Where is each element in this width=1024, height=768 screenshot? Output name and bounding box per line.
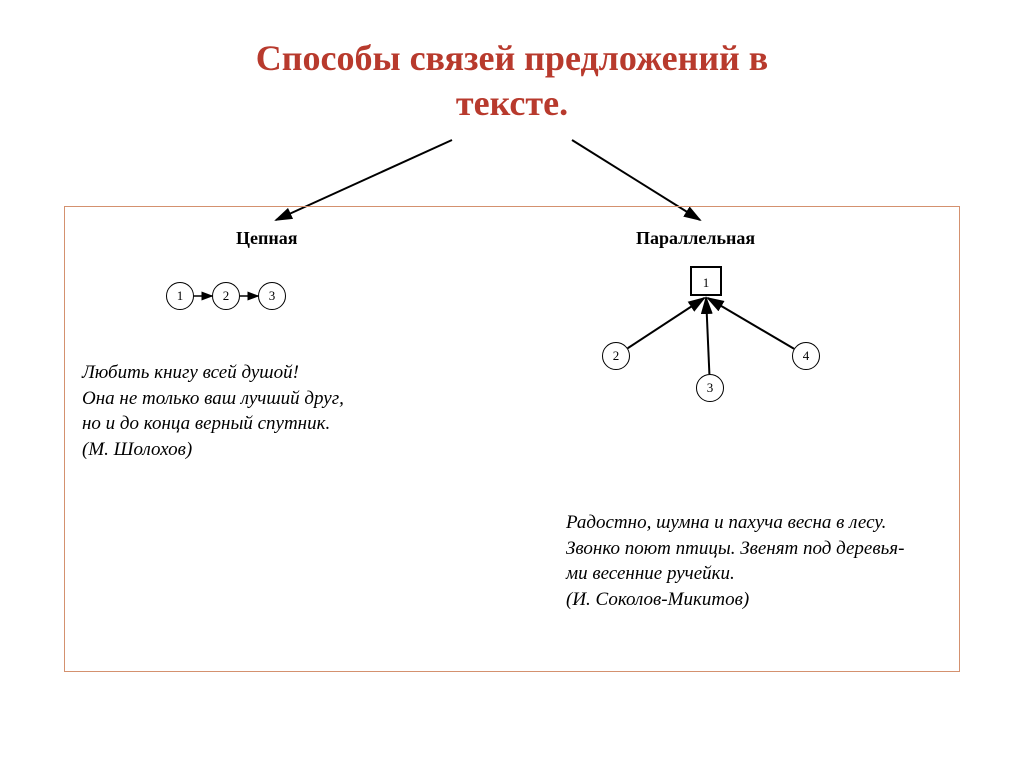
parallel-arrow [708,298,794,349]
right-example-text: Радостно, шумна и пахуча весна в лесу. З… [566,510,976,613]
parallel-diagram: 1234 [0,0,1024,768]
parallel-arrow [706,298,709,374]
page: Способы связей предложений в тексте. Цеп… [0,0,1024,768]
parallel-arrow [628,298,705,348]
